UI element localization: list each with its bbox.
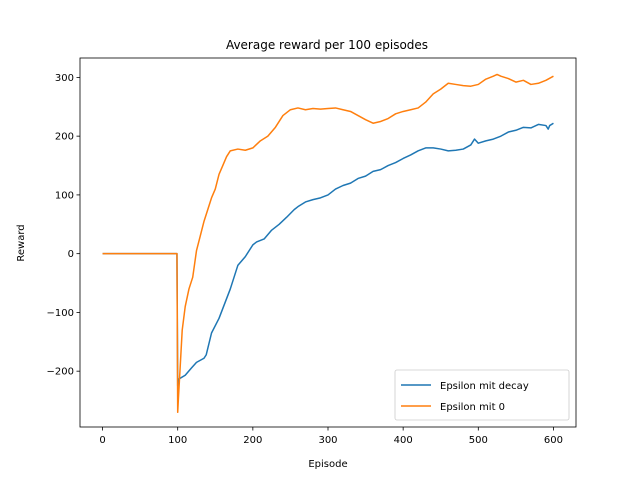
- x-tick-label: 200: [243, 435, 262, 446]
- x-tick-label: 300: [318, 435, 337, 446]
- legend-label-series-1: Epsilon mit decay: [440, 381, 529, 392]
- x-axis-label: Episode: [308, 459, 347, 470]
- y-tick-label: 100: [55, 190, 74, 201]
- legend: Epsilon mit decay Epsilon mit 0: [394, 369, 570, 421]
- x-tick-label: 100: [168, 435, 187, 446]
- series-line-2: [102, 73, 554, 414]
- y-tick-label: −200: [47, 367, 74, 378]
- y-tick-label: −100: [47, 308, 74, 319]
- series-line-1: [102, 122, 554, 387]
- y-tick-label: 0: [68, 249, 74, 260]
- legend-label-series-2: Epsilon mit 0: [440, 402, 505, 413]
- plot-area: [102, 73, 554, 414]
- x-tick-label: 400: [394, 435, 413, 446]
- x-tick-label: 600: [544, 435, 563, 446]
- x-tick-label: 0: [99, 435, 105, 446]
- y-tick-label: 300: [55, 73, 74, 84]
- x-tick-label: 500: [469, 435, 488, 446]
- y-tick-label: 200: [55, 132, 74, 143]
- chart-title: Average reward per 100 episodes: [226, 38, 428, 52]
- y-axis-label: Reward: [16, 224, 27, 261]
- legend-frame: [394, 369, 570, 421]
- x-axis: 0 100 200 300 400 500 600: [99, 427, 563, 446]
- y-axis: −200 −100 0 100 200 300: [47, 73, 80, 378]
